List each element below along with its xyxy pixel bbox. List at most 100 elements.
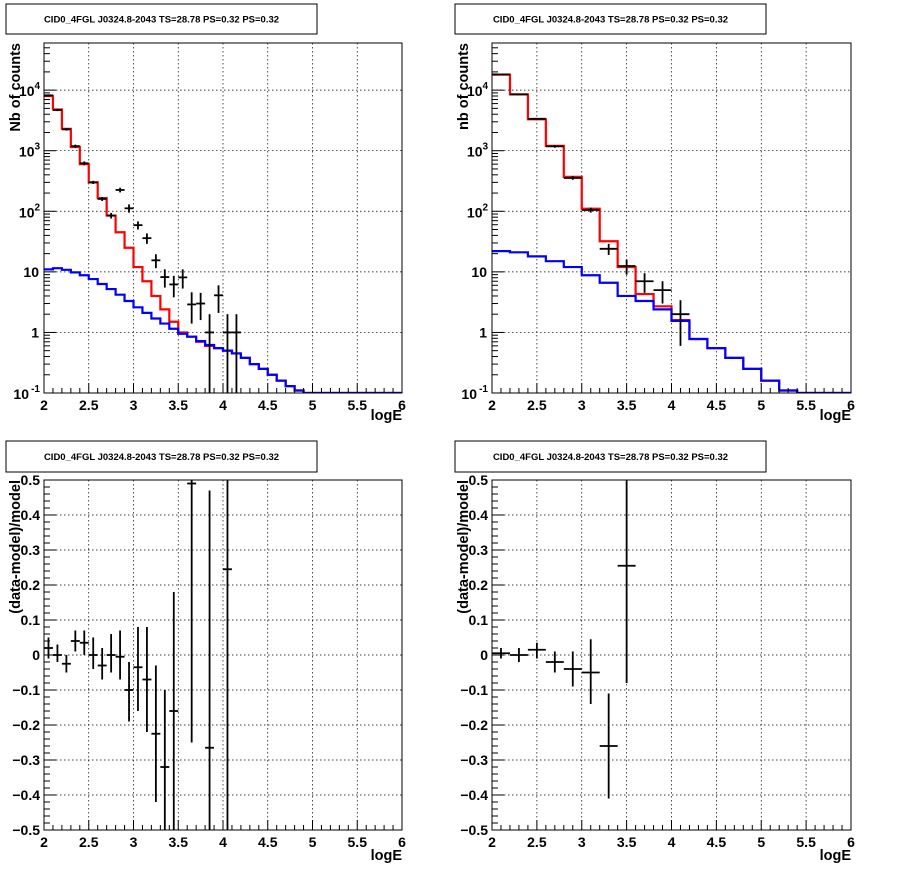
x-tick-label: 2.5: [527, 397, 547, 413]
x-tick-label: 6: [847, 834, 855, 850]
y-tick-label: 10 3: [467, 142, 489, 160]
data-point: [231, 314, 241, 393]
y-tick-label: 0: [32, 647, 40, 663]
x-tick-label: 5.5: [348, 834, 368, 850]
data-point: [124, 204, 134, 213]
y-tick-label: 10: [471, 264, 487, 280]
data-point: [214, 285, 223, 313]
x-tick-label: 5.5: [796, 834, 816, 850]
y-tick-base: 10: [23, 264, 39, 280]
y-tick-exp: 4: [34, 81, 40, 92]
x-tick-label: 4: [219, 397, 227, 413]
data-point: [545, 651, 564, 673]
data-point: [106, 634, 116, 673]
chart-title: CID0_4FGL J0324.8-2043 TS=28.78 PS=0.32 …: [493, 452, 728, 463]
y-tick-label: −0.4: [460, 787, 488, 803]
data-point: [178, 269, 188, 289]
data-point: [97, 648, 107, 680]
y-tick-label: 0.2: [21, 577, 41, 593]
x-tick-label: 3: [578, 834, 586, 850]
x-tick-label: 4: [668, 397, 676, 413]
data-point: [223, 480, 232, 830]
x-tick-label: 2.5: [79, 834, 99, 850]
panel-p3: CID0_4FGL J0324.8-2043 TS=28.78 PS=0.32 …: [5, 440, 406, 864]
model-total-line: [492, 73, 851, 393]
y-tick-exp: -1: [479, 384, 488, 395]
x-tick-label: 3: [130, 834, 138, 850]
y-tick-base: 10: [461, 386, 477, 402]
data-point: [509, 648, 528, 662]
y-tick-label: −0.1: [460, 682, 488, 698]
x-tick-label: 4.5: [258, 397, 278, 413]
data-point: [617, 480, 636, 683]
x-tick-label: 3: [130, 397, 138, 413]
data-point: [52, 108, 62, 112]
y-tick-base: 10: [19, 144, 35, 160]
data-point: [527, 642, 546, 659]
y-tick-label: 10 4: [19, 81, 41, 99]
panel-p4: CID0_4FGL J0324.8-2043 TS=28.78 PS=0.32 …: [454, 440, 855, 864]
x-tick-label: 3: [578, 397, 586, 413]
x-tick-label: 2: [488, 397, 496, 413]
y-tick-exp: 2: [34, 202, 40, 213]
data-point: [151, 665, 161, 802]
data-point: [545, 145, 564, 148]
y-tick-label: 0.4: [21, 507, 41, 523]
y-tick-base: 10: [467, 204, 483, 220]
data-point: [509, 93, 528, 96]
y-tick-label: −0.5: [12, 822, 40, 838]
data-point: [187, 480, 197, 743]
data-point: [617, 259, 636, 275]
data-point: [653, 281, 672, 304]
x-tick-label: 2.5: [527, 834, 547, 850]
chart-title: CID0_4FGL J0324.8-2043 TS=28.78 PS=0.32 …: [44, 452, 279, 463]
data-point: [133, 627, 143, 711]
y-tick-exp: -1: [31, 384, 40, 395]
title-box: [454, 3, 767, 35]
x-tick-label: 4: [668, 834, 676, 850]
title-box: [454, 440, 767, 473]
data-point: [160, 269, 170, 288]
y-tick-label: 0: [480, 647, 488, 663]
chart-title: CID0_4FGL J0324.8-2043 TS=28.78 PS=0.32 …: [493, 15, 728, 26]
x-tick-label: 4.5: [258, 834, 278, 850]
x-tick-label: 4.5: [707, 834, 727, 850]
data-point: [88, 180, 98, 185]
panel-p1: CID0_4FGL J0324.8-2043 TS=28.78 PS=0.32 …: [5, 3, 406, 424]
data-point: [671, 300, 690, 346]
x-tick-label: 3.5: [617, 397, 637, 413]
y-tick-label: −0.3: [460, 752, 488, 768]
y-tick-base: 10: [467, 144, 483, 160]
data-point: [61, 128, 71, 131]
data-point: [223, 314, 232, 393]
y-tick-base: 10: [13, 386, 29, 402]
background-model-line: [492, 250, 851, 393]
data-point: [635, 273, 654, 293]
panel-p2: CID0_4FGL J0324.8-2043 TS=28.78 PS=0.32 …: [454, 3, 855, 424]
data-point: [581, 639, 600, 704]
y-tick-base: 10: [19, 83, 35, 99]
title-box: [5, 3, 318, 35]
x-tick-label: 2: [40, 397, 48, 413]
x-tick-label: 2: [488, 834, 496, 850]
x-tick-label: 5.5: [348, 397, 368, 413]
y-tick-label: 1: [479, 324, 487, 340]
x-tick-label: 5: [757, 397, 765, 413]
data-point: [187, 292, 197, 324]
x-axis-label: logE: [371, 408, 403, 424]
chart-title: CID0_4FGL J0324.8-2043 TS=28.78 PS=0.32 …: [44, 15, 279, 26]
y-tick-label: 10 4: [467, 81, 489, 99]
data-point: [205, 490, 215, 830]
x-tick-label: 5.5: [796, 397, 816, 413]
y-tick-base: 10: [467, 83, 483, 99]
data-point: [70, 630, 80, 652]
x-tick-label: 5: [757, 834, 765, 850]
data-point: [97, 197, 107, 201]
data-point: [133, 221, 143, 230]
data-point: [196, 292, 206, 321]
x-tick-label: 6: [847, 397, 855, 413]
y-tick-label: 0.3: [21, 542, 41, 558]
y-tick-label: −0.5: [460, 822, 488, 838]
y-tick-exp: 3: [482, 142, 488, 153]
title-box: [5, 440, 318, 473]
